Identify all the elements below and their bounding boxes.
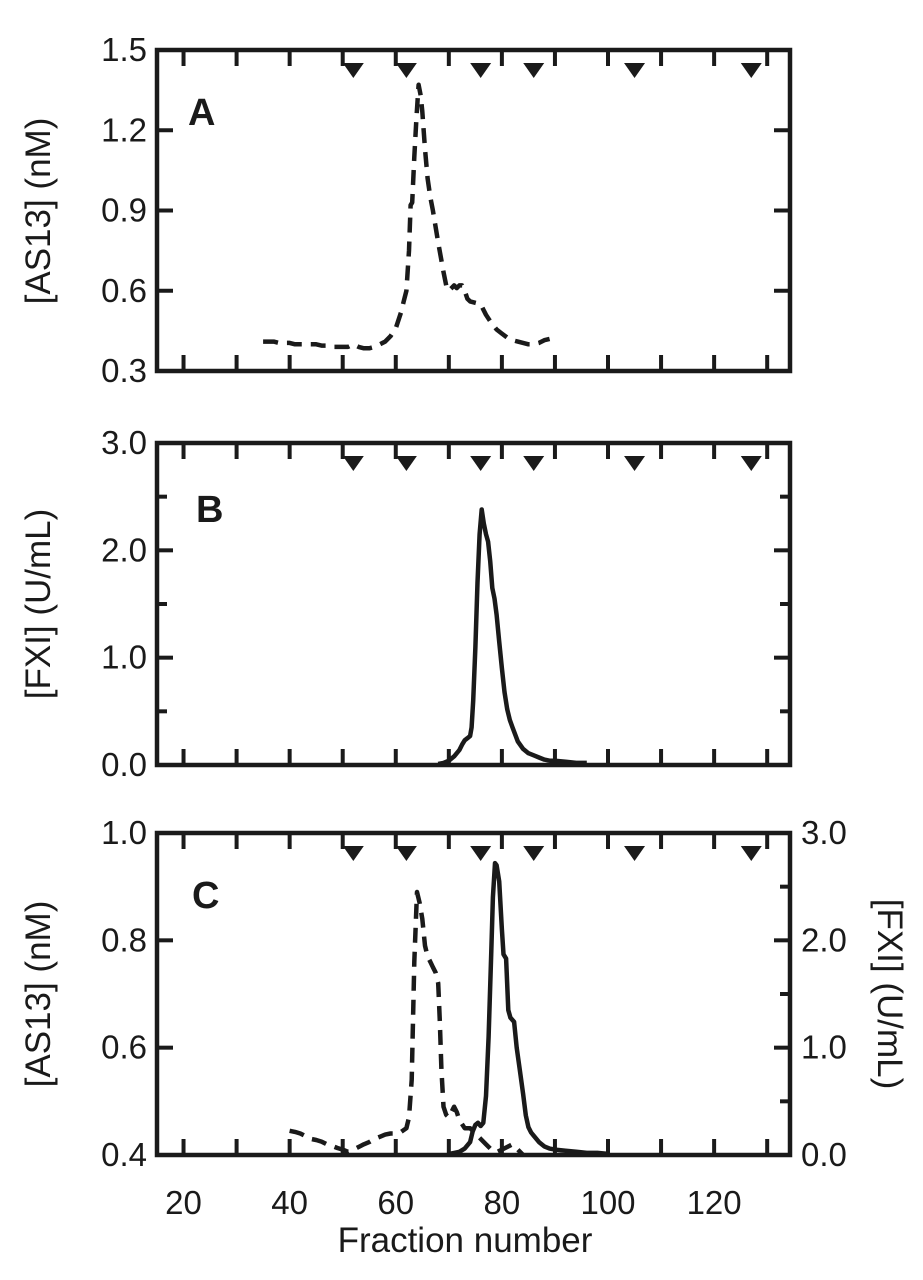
y-tick-label: 0.9: [101, 192, 147, 229]
curve-fxi-panel-b: [437, 507, 587, 767]
y-tick-label: 0.6: [101, 272, 147, 309]
tick-labels-layer: 0.3 0.6 0.9 1.2 1.5 0.0 1.0 2.0 3.0 0.4 0.6 0.8 1.0 0…: [101, 31, 847, 1221]
fraction-marker-triangle: [470, 456, 492, 471]
fraction-marker-triangle: [470, 846, 492, 861]
y-tick-label: 1.5: [101, 31, 147, 68]
fraction-marker-triangle: [523, 63, 545, 78]
y-tick-label: 0.0: [101, 746, 147, 783]
curve-as13-panel-c: [289, 889, 525, 1157]
panel-c-right-y-axis-title: [FXI] (U/mL): [870, 899, 909, 1090]
panel-c-letter: C: [192, 875, 219, 917]
y-tick-label-right: 3.0: [801, 814, 847, 851]
x-axis-title: Fraction number: [338, 1221, 593, 1260]
fraction-marker-triangle: [342, 456, 364, 471]
y-tick-label: 1.0: [101, 639, 147, 676]
y-tick-label: 1.0: [101, 814, 147, 851]
x-tick-label: 80: [484, 1184, 521, 1221]
x-tick-label: 100: [580, 1184, 635, 1221]
y-tick-label-right: 2.0: [801, 921, 847, 958]
panel-a-letter: A: [188, 92, 215, 134]
y-tick-label: 1.2: [101, 111, 147, 148]
fraction-marker-triangle: [523, 456, 545, 471]
curve-fxi-panel-c: [448, 860, 609, 1157]
fraction-marker-triangle: [624, 63, 646, 78]
panel-a-y-axis-title: [AS13] (nM): [19, 118, 58, 305]
fraction-marker-triangle: [624, 846, 646, 861]
fraction-marker-triangle: [342, 846, 364, 861]
fraction-marker-triangle: [470, 63, 492, 78]
fraction-marker-triangle: [740, 456, 762, 471]
curve-as13-panel-a: [263, 82, 551, 351]
y-tick-label-right: 0.0: [801, 1136, 847, 1173]
panel-c-left-y-axis-title: [AS13] (nM): [19, 901, 58, 1088]
panel-a-plot: [154, 47, 793, 374]
fraction-marker-triangle: [740, 63, 762, 78]
y-tick-label: 2.0: [101, 531, 147, 568]
panel-b-y-axis-title: [FXI] (U/mL): [19, 509, 58, 700]
x-tick-label: 20: [165, 1184, 202, 1221]
fraction-marker-triangle: [523, 846, 545, 861]
y-tick-label: 0.4: [101, 1136, 147, 1173]
plot-frame: [154, 47, 793, 374]
fraction-marker-triangle: [395, 846, 417, 861]
panel-b-letter: B: [196, 489, 223, 531]
fraction-marker-triangle: [342, 63, 364, 78]
fraction-marker-triangle: [395, 456, 417, 471]
y-tick-label-right: 1.0: [801, 1029, 847, 1066]
y-tick-label: 0.8: [101, 921, 147, 958]
plot-frame: [154, 830, 793, 1158]
x-tick-label: 120: [687, 1184, 742, 1221]
x-tick-label: 40: [271, 1184, 308, 1221]
panel-c-plot: [154, 830, 793, 1158]
fraction-marker-triangle: [395, 63, 417, 78]
panel-b-plot: [154, 440, 793, 768]
x-tick-label: 60: [377, 1184, 414, 1221]
fraction-marker-triangle: [624, 456, 646, 471]
fraction-marker-triangle: [740, 846, 762, 861]
y-tick-label: 0.3: [101, 352, 147, 389]
y-tick-label: 0.6: [101, 1029, 147, 1066]
y-tick-label: 3.0: [101, 424, 147, 461]
